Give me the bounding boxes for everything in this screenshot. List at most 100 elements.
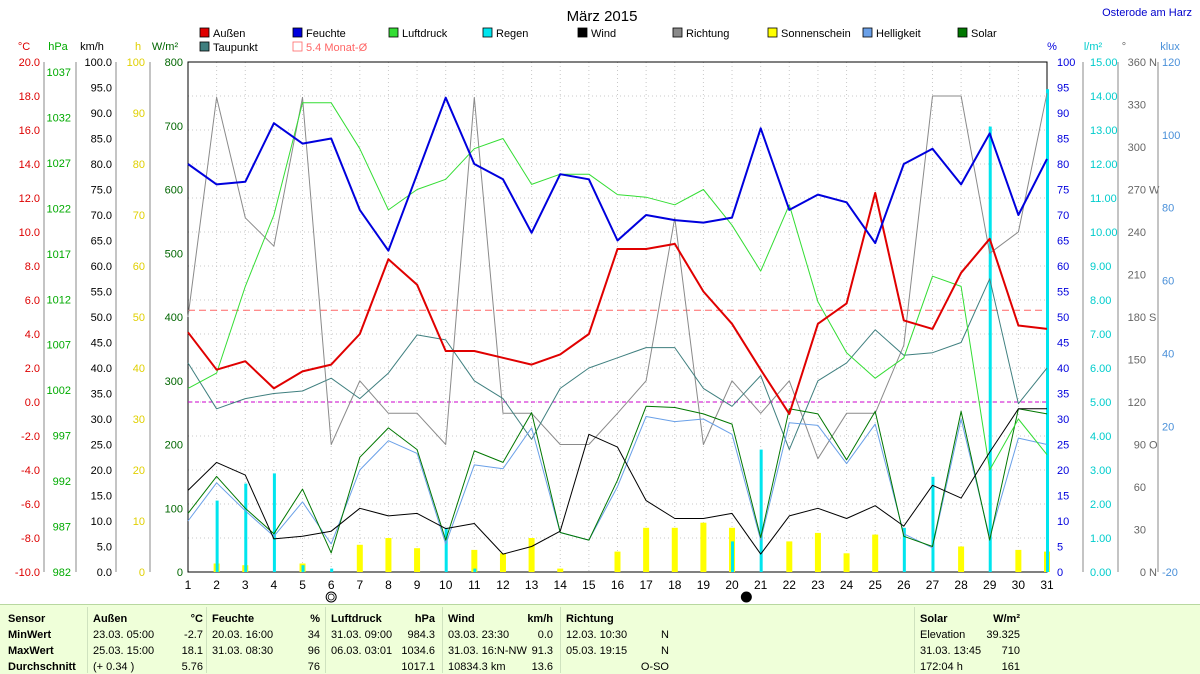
- pressure-tick-label: 987: [53, 522, 71, 534]
- rain-bar: [444, 527, 448, 572]
- x-tick-label: 29: [983, 578, 997, 592]
- stats-richtung-value: N: [661, 629, 669, 641]
- humidity-tick-label: 45: [1057, 338, 1069, 350]
- wind-tick-label: 70.0: [91, 210, 112, 222]
- stats-row-label: MaxWert: [8, 645, 54, 657]
- direction-tick-label: 120: [1128, 397, 1146, 409]
- temp-tick-label: 6.0: [25, 295, 40, 307]
- x-tick-label: 31: [1040, 578, 1054, 592]
- legend-swatch-monat: [292, 41, 303, 52]
- rain-tick-label: 15.00: [1090, 57, 1118, 69]
- stats-wind-time: 10834.3 km: [448, 661, 506, 673]
- x-tick-label: 24: [840, 578, 854, 592]
- rain-bar: [902, 527, 906, 572]
- sun-tick-label: 20: [133, 465, 145, 477]
- stats-aussen-time: 23.03. 05:00: [93, 629, 155, 641]
- stats-feuchte-time: 31.03. 08:30: [212, 645, 274, 657]
- legend-label-richtung: Richtung: [686, 28, 729, 40]
- stats-feuchte-unit: %: [310, 613, 320, 625]
- temp-tick-label: 14.0: [19, 159, 40, 171]
- stats-aussen-value: -2.7: [184, 629, 203, 641]
- solar-tick-label: 600: [165, 185, 183, 197]
- legend-swatch-luftdruck: [388, 27, 399, 38]
- x-tick-label: 22: [783, 578, 797, 592]
- solar-tick-label: 100: [165, 503, 183, 515]
- x-tick-label: 30: [1012, 578, 1026, 592]
- sun-axis-unit: h: [135, 41, 141, 53]
- sunshine-bar: [471, 549, 478, 572]
- wind-tick-label: 20.0: [91, 465, 112, 477]
- sun-tick-label: 70: [133, 210, 145, 222]
- humidity-tick-label: 65: [1057, 236, 1069, 248]
- rain-axis-unit: l/m²: [1084, 41, 1103, 53]
- new-moon-icon: [740, 591, 752, 603]
- pressure-tick-label: 1037: [47, 67, 71, 79]
- temp-tick-label: 18.0: [19, 91, 40, 103]
- pressure-tick-label: 982: [53, 567, 71, 579]
- legend-swatch-sonnenschein: [767, 27, 778, 38]
- direction-letter-label: N: [1149, 57, 1157, 69]
- pressure-tick-label: 1017: [47, 249, 71, 261]
- rain-tick-label: 3.00: [1090, 465, 1111, 477]
- lux-tick-label: 100: [1162, 130, 1180, 142]
- lux-tick-label: 120: [1162, 57, 1180, 69]
- sunshine-bar: [786, 541, 793, 572]
- sunshine-bar: [414, 548, 421, 572]
- stats-solar-unit: W/m²: [993, 613, 1020, 625]
- stats-separator: [325, 607, 326, 673]
- stats-richtung-value: N: [661, 645, 669, 657]
- wind-tick-label: 10.0: [91, 516, 112, 528]
- solar-axis-unit: W/m²: [152, 41, 179, 53]
- x-tick-label: 26: [897, 578, 911, 592]
- x-tick-label: 15: [582, 578, 596, 592]
- direction-letter-label: W: [1149, 185, 1160, 197]
- stats-separator: [87, 607, 88, 673]
- humidity-tick-label: 60: [1057, 261, 1069, 273]
- sunshine-bar: [700, 522, 707, 572]
- wind-tick-label: 45.0: [91, 338, 112, 350]
- stats-separator: [914, 607, 915, 673]
- wind-tick-label: 25.0: [91, 440, 112, 452]
- sunshine-bar: [499, 553, 506, 572]
- direction-tick-label: 90: [1134, 440, 1146, 452]
- x-tick-label: 23: [811, 578, 825, 592]
- wind-tick-label: 15.0: [91, 491, 112, 503]
- legend-label-aussen: Außen: [213, 28, 245, 40]
- sunshine-bar: [843, 553, 850, 572]
- humidity-tick-label: 80: [1057, 159, 1069, 171]
- temp-tick-label: -4.0: [21, 465, 40, 477]
- x-tick-label: 3: [242, 578, 249, 592]
- sun-tick-label: 40: [133, 363, 145, 375]
- x-tick-label: 12: [496, 578, 510, 592]
- rain-tick-label: 7.00: [1090, 329, 1111, 341]
- humidity-tick-label: 0: [1057, 567, 1063, 579]
- legend-label-helligkeit: Helligkeit: [876, 28, 921, 40]
- x-tick-label: 27: [926, 578, 940, 592]
- sunshine-bar: [528, 538, 535, 572]
- stats-luftdruck-time: 06.03. 03:01: [331, 645, 393, 657]
- rain-tick-label: 13.00: [1090, 125, 1118, 137]
- rain-tick-label: 11.00: [1090, 193, 1117, 205]
- solar-tick-label: 800: [165, 57, 183, 69]
- temp-tick-label: -10.0: [15, 567, 40, 579]
- temp-tick-label: 8.0: [25, 261, 40, 273]
- stats-aussen-unit: °C: [190, 613, 203, 625]
- direction-letter-label: S: [1149, 312, 1156, 324]
- direction-tick-label: 360: [1128, 57, 1146, 69]
- rain-tick-label: 6.00: [1090, 363, 1111, 375]
- lux-axis-unit: klux: [1160, 41, 1180, 53]
- stats-solar-value: 39.325: [986, 629, 1020, 641]
- direction-tick-label: 210: [1128, 270, 1146, 282]
- stats-richtung-time: 05.03. 19:15: [566, 645, 628, 657]
- stats-richtung-time: 12.03. 10:30: [566, 629, 628, 641]
- stats-feuchte-time: 20.03. 16:00: [212, 629, 274, 641]
- x-tick-label: 9: [414, 578, 421, 592]
- rain-bar: [301, 565, 305, 572]
- pressure-tick-label: 1007: [47, 340, 71, 352]
- stats-wind-header: Wind: [448, 613, 475, 625]
- legend-label-luftdruck: Luftdruck: [402, 28, 448, 40]
- wind-tick-label: 85.0: [91, 134, 112, 146]
- stats-solar-time: 172:04 h: [920, 661, 963, 673]
- sunshine-bar: [1015, 549, 1022, 572]
- wind-tick-label: 0.0: [97, 567, 112, 579]
